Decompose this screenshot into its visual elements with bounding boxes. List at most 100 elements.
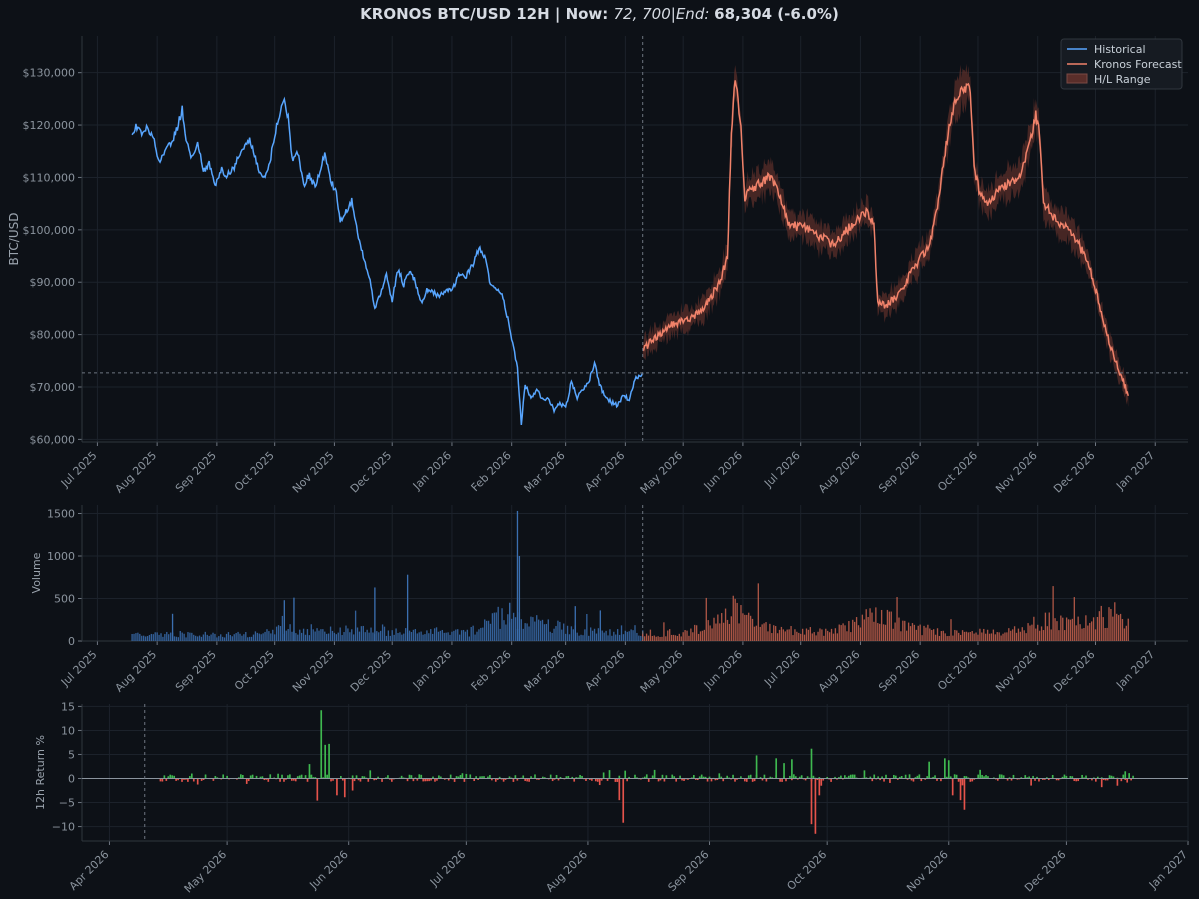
return-bar	[873, 774, 876, 779]
volume-bar-historical	[399, 632, 401, 641]
volume-bar-forecast	[932, 629, 935, 641]
return-bar	[1038, 778, 1040, 782]
return-bar	[377, 776, 379, 779]
y-tick-label: 1500	[47, 508, 75, 521]
return-bar	[279, 778, 281, 782]
return-bar	[1126, 778, 1129, 783]
volume-bar-historical	[160, 633, 162, 641]
volume-bar-forecast	[692, 632, 694, 641]
return-bar	[410, 775, 413, 779]
return-bar	[953, 774, 956, 779]
return-bar	[761, 778, 764, 781]
return-bar	[591, 778, 593, 781]
volume-bar-forecast	[798, 632, 800, 641]
return-bar	[189, 776, 191, 779]
volume-bar-historical	[168, 634, 170, 641]
volume-bar-forecast	[1002, 633, 1004, 641]
return-bar	[751, 778, 754, 782]
volume-bar-historical	[258, 633, 260, 641]
return-bar	[281, 774, 283, 779]
return-bar	[549, 774, 552, 779]
return-bar	[616, 778, 619, 782]
return-bar	[192, 778, 195, 782]
volume-bar-historical	[189, 632, 191, 641]
return-bar	[849, 774, 852, 779]
volume-bar-forecast	[722, 622, 725, 641]
volume-bar-historical	[214, 633, 216, 641]
x-tick-label: Dec 2025	[348, 449, 395, 496]
legend-label: Kronos Forecast	[1094, 58, 1182, 71]
return-bar-spike	[618, 778, 621, 801]
volume-bar-historical	[536, 615, 538, 641]
volume-bar-historical	[376, 631, 378, 641]
return-bar	[759, 777, 762, 779]
return-bar	[461, 773, 464, 779]
volume-bar-forecast	[1013, 626, 1016, 641]
volume-bar-forecast	[721, 613, 723, 641]
return-bar	[200, 778, 203, 781]
return-bar	[447, 778, 450, 781]
return-bar	[853, 774, 856, 779]
return-bar	[1057, 778, 1060, 781]
volume-bar-historical	[451, 631, 453, 641]
return-bar	[1047, 778, 1050, 781]
volume-bar-historical	[485, 620, 488, 641]
volume-bar-forecast	[695, 625, 698, 641]
volume-bar-forecast	[950, 619, 952, 641]
return-bar	[914, 777, 917, 779]
volume-bar-historical	[306, 629, 309, 641]
volume-bar-forecast	[944, 633, 946, 641]
volume-bar-historical	[158, 634, 160, 641]
return-bar	[1016, 778, 1019, 780]
return-bar	[883, 778, 885, 782]
volume-bar-historical	[472, 625, 474, 641]
volume-bar-historical	[541, 619, 544, 641]
volume-bar-historical	[597, 628, 600, 641]
return-bar-spike	[324, 744, 326, 779]
volume-bar-historical	[588, 635, 590, 641]
return-bar	[589, 778, 591, 780]
volume-bar-forecast	[748, 612, 750, 641]
volume-bar-forecast	[861, 614, 864, 641]
volume-bar-historical	[638, 635, 640, 641]
return-bar	[645, 774, 648, 779]
volume-bar-historical	[327, 633, 330, 641]
return-bar	[573, 778, 576, 782]
return-bar	[214, 776, 217, 779]
volume-bar-forecast	[931, 630, 933, 641]
return-bar	[1124, 778, 1127, 780]
x-tick-label: Mar 2026	[522, 648, 568, 694]
return-bar	[508, 776, 511, 779]
volume-bar-forecast	[742, 613, 744, 641]
return-bar	[428, 778, 430, 782]
return-bar-spike	[1100, 778, 1103, 788]
return-bar	[530, 776, 532, 779]
return-bar	[528, 778, 530, 782]
volume-bar-forecast	[877, 623, 879, 641]
volume-bar-forecast	[1121, 619, 1124, 641]
volume-bar-forecast	[988, 633, 991, 641]
return-bar	[494, 778, 497, 782]
return-bar	[202, 778, 205, 780]
volume-bar-forecast	[1127, 618, 1129, 641]
return-bar	[534, 774, 536, 779]
volume-bar-forecast	[917, 625, 919, 641]
volume-bar-forecast	[1025, 633, 1027, 641]
volume-bar-forecast	[1065, 617, 1068, 641]
volume-bar-forecast	[857, 625, 860, 641]
return-bar	[375, 778, 377, 780]
volume-plot-area	[82, 505, 1188, 641]
y-tick-label: 15	[61, 700, 75, 713]
volume-bar-historical	[505, 624, 507, 641]
return-bar	[247, 778, 250, 782]
return-bar	[830, 778, 832, 782]
return-bar	[659, 778, 662, 781]
volume-bar-historical	[220, 634, 222, 641]
return-bar	[732, 774, 734, 779]
x-tick-label: Feb 2026	[469, 449, 514, 494]
volume-bar-forecast	[746, 614, 748, 641]
return-bar	[694, 778, 697, 780]
return-bar	[290, 778, 293, 781]
return-bar	[255, 775, 258, 779]
volume-bar-historical	[468, 636, 470, 641]
